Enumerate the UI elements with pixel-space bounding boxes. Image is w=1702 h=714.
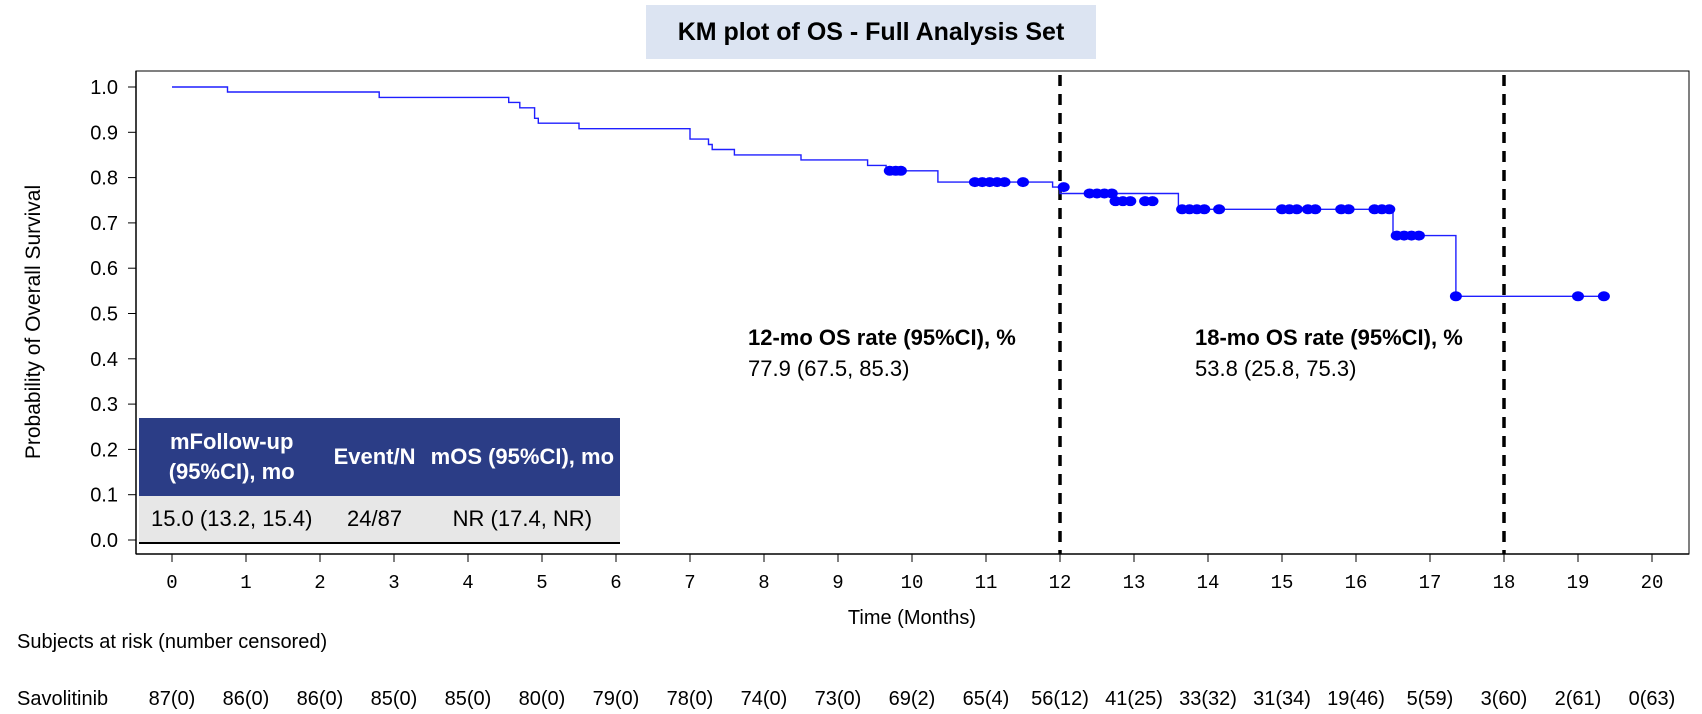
header-event-n: Event/N [324,418,425,496]
censor-mark [1412,230,1425,241]
x-tick-label: 7 [684,572,695,594]
censor-mark [1449,291,1462,302]
x-tick-label: 20 [1641,572,1664,594]
risk-cell-month-8: 74(0) [740,688,788,710]
y-tick-label: 0.7 [90,213,118,235]
chart-title: KM plot of OS - Full Analysis Set [646,5,1096,59]
x-tick-label: 17 [1419,572,1442,594]
y-axis-label: Probability of Overall Survival [22,184,45,460]
risk-cell-month-4: 85(0) [444,688,492,710]
x-tick-label: 1 [240,572,251,594]
risk-cell-month-17: 5(59) [1406,688,1454,710]
header-follow-up: mFollow-up (95%CI), mo [139,418,325,496]
y-tick-label: 0.1 [90,485,118,507]
risk-cell-month-19: 2(61) [1554,688,1602,710]
y-tick-label: 1.0 [90,77,118,99]
censor-mark [1124,196,1137,207]
x-tick-label: 15 [1271,572,1294,594]
risk-table-title: Subjects at risk (number censored) [17,631,328,653]
censor-marks [883,165,1610,302]
risk-cell-month-0: 87(0) [148,688,196,710]
x-tick-label: 19 [1567,572,1590,594]
censor-mark [1105,188,1118,199]
risk-cell-month-6: 79(0) [592,688,640,710]
censor-mark [1383,204,1396,215]
x-axis-label: Time (Months) [847,607,977,629]
risk-cell-month-13: 41(25) [1105,688,1163,710]
x-tick-label: 12 [1049,572,1072,594]
y-tick-label: 0.9 [90,122,118,144]
censor-mark [894,165,907,176]
censor-mark [1213,204,1226,215]
survival-curve [172,86,1604,297]
x-tick-label: 6 [610,572,621,594]
x-tick-label: 11 [975,572,998,594]
risk-cell-month-14: 33(32) [1179,688,1237,710]
risk-cell-month-16: 19(46) [1327,688,1385,710]
x-tick-label: 16 [1345,572,1368,594]
risk-cell-month-5: 80(0) [518,688,566,710]
censor-mark [1572,291,1584,302]
x-tick-label: 4 [462,572,473,594]
annotation-12mo-heading: 12-mo OS rate (95%CI), % [748,325,1016,350]
risk-cell-month-11: 65(4) [962,688,1010,710]
axes: 0.00.10.20.30.40.50.60.70.80.91.00 1 2 3 4 5 6… [90,70,1690,594]
y-tick-label: 0.3 [90,394,118,416]
risk-cell-month-1: 86(0) [222,688,270,710]
x-tick-label: 9 [832,572,843,594]
risk-group-label: Savolitinib [17,688,109,710]
annotation-12mo-value: 77.9 (67.5, 85.3) [748,356,910,381]
censor-mark [1597,291,1610,302]
x-tick-label: 0 [166,572,177,594]
annotation-18mo-value: 53.8 (25.8, 75.3) [1195,356,1357,381]
x-tick-label: 8 [758,572,769,594]
y-tick-label: 0.0 [90,530,118,552]
risk-cell-month-2: 86(0) [296,688,344,710]
y-tick-label: 0.6 [90,258,118,280]
reference-lines [1058,75,1506,554]
censor-mark [1146,196,1159,207]
x-tick-label: 5 [536,572,547,594]
risk-cell-month-10: 69(2) [888,688,936,710]
summary-table-row: 15.0 (13.2, 15.4) 24/87 NR (17.4, NR) [139,496,620,544]
censor-mark [998,177,1011,188]
summary-table-header: mFollow-up (95%CI), mo Event/N mOS (95%C… [139,418,620,496]
cell-event-n: 24/87 [324,496,425,544]
annotation-18mo: 18-mo OS rate (95%CI), % 53.8 (25.8, 75.… [1195,322,1463,384]
cell-follow-up: 15.0 (13.2, 15.4) [139,496,325,544]
cell-mos: NR (17.4, NR) [424,496,620,544]
censor-mark [1342,204,1355,215]
y-tick-label: 0.8 [90,168,118,190]
annotation-18mo-heading: 18-mo OS rate (95%CI), % [1195,325,1463,350]
y-tick-label: 0.2 [90,439,118,461]
censor-mark [1309,204,1322,215]
annotation-12mo: 12-mo OS rate (95%CI), % 77.9 (67.5, 85.… [748,322,1016,384]
risk-cell-month-7: 78(0) [666,688,714,710]
survival-curve-line [172,86,1604,297]
censor-mark [1198,204,1211,215]
y-tick-label: 0.5 [90,304,118,326]
x-tick-label: 10 [901,572,924,594]
x-tick-label: 3 [388,572,399,594]
header-mos: mOS (95%CI), mo [424,418,620,496]
x-tick-label: 14 [1197,572,1220,594]
x-tick-label: 2 [314,572,325,594]
risk-cell-month-9: 73(0) [814,688,862,710]
x-tick-label: 13 [1123,572,1146,594]
x-tick-label: 18 [1493,572,1516,594]
risk-table-row: Savolitinib 87(0) 86(0) 86(0) 85(0) 85(0) 80(… [0,688,1702,712]
risk-cell-month-18: 3(60) [1480,688,1528,710]
risk-cell-month-15: 31(34) [1253,688,1311,710]
censor-mark [1290,204,1303,215]
risk-cell-month-3: 85(0) [370,688,418,710]
censor-mark [1057,182,1070,193]
y-tick-label: 0.4 [90,349,118,371]
risk-cell-month-20: 0(63) [1628,688,1676,710]
censor-mark [1017,177,1029,188]
risk-cell-month-12: 56(12) [1031,688,1089,710]
summary-table: mFollow-up (95%CI), mo Event/N mOS (95%C… [139,418,620,544]
